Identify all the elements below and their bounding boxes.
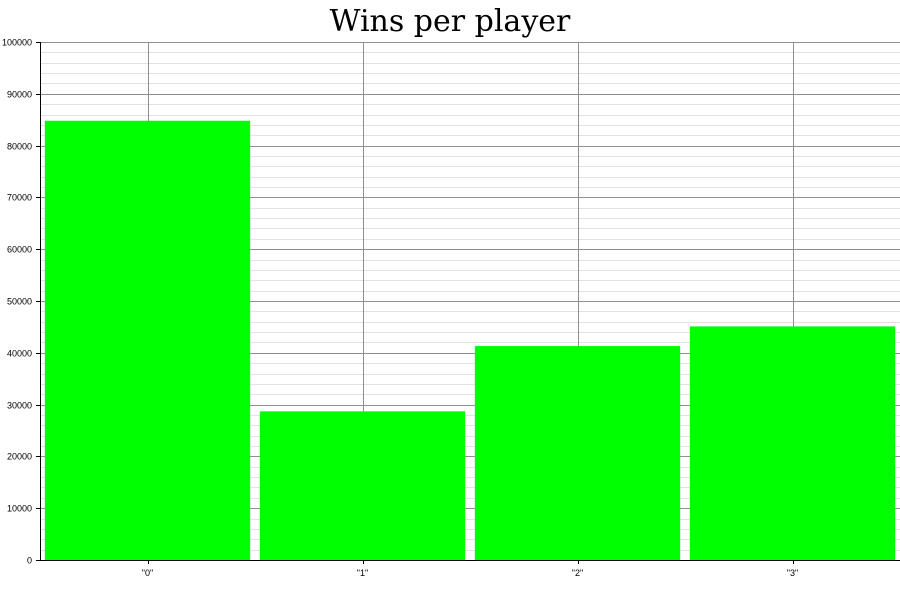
- x-tick-label: "2": [572, 568, 583, 578]
- bar-player-3: [689, 326, 896, 560]
- bar-player-1: [259, 411, 466, 560]
- y-tick-label: 80000: [7, 142, 32, 152]
- bar-player-0: [44, 120, 251, 561]
- y-tick-label: 60000: [7, 245, 32, 255]
- x-tick-label: "0": [142, 568, 153, 578]
- y-tick-label: 40000: [7, 349, 32, 359]
- chart-title: Wins per player: [330, 4, 571, 39]
- y-tick-label: 100000: [2, 38, 32, 48]
- x-tick-label: "3": [787, 568, 798, 578]
- y-tick-label: 90000: [7, 90, 32, 100]
- axes: [40, 42, 900, 561]
- y-tick-label: 20000: [7, 452, 32, 462]
- y-tick-label: 50000: [7, 297, 32, 307]
- y-tick-label: 10000: [7, 504, 32, 514]
- y-tick-label: 70000: [7, 193, 32, 203]
- x-tick-label: "1": [357, 568, 368, 578]
- bar-player-2: [474, 346, 681, 560]
- bars: [44, 120, 896, 561]
- x-axis-ticks: "0" "1" "2" "3": [142, 560, 798, 578]
- y-tick-label: 0: [27, 556, 32, 566]
- y-tick-label: 30000: [7, 401, 32, 411]
- y-axis-ticks: 0 10000 20000 30000 40000 50000 60000 70000 8000…: [2, 38, 40, 566]
